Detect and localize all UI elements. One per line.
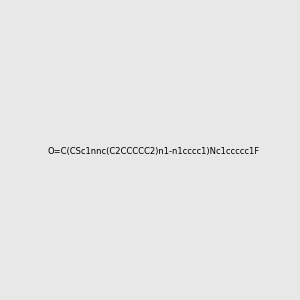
Text: O=C(CSc1nnc(C2CCCCC2)n1-n1cccc1)Nc1ccccc1F: O=C(CSc1nnc(C2CCCCC2)n1-n1cccc1)Nc1ccccc… — [48, 147, 260, 156]
